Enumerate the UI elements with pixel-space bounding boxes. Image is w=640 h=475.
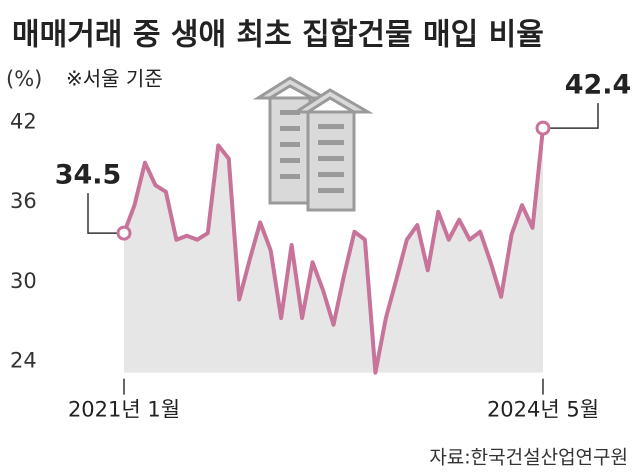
y-tick-label: 42: [10, 109, 37, 133]
x-tick-label: 2024년 5월: [487, 398, 599, 422]
leader-line: [543, 103, 599, 129]
y-unit: (%): [6, 67, 42, 91]
y-tick-label: 30: [10, 269, 37, 293]
chart-title: 매매거래 중 생애 최초 집합건물 매입 비율: [12, 18, 544, 53]
value-label: 34.5: [55, 160, 122, 191]
note: ※서울 기준: [66, 67, 163, 91]
leader-line: [87, 193, 124, 234]
y-tick-label: 24: [10, 349, 37, 373]
x-tick-label: 2021년 1월: [68, 398, 180, 422]
area: [124, 128, 543, 373]
line: [122, 127, 545, 375]
windows: [280, 110, 344, 193]
source: 자료:한국건설산업연구원: [429, 447, 628, 469]
building-icon: [252, 76, 374, 212]
value-label: 42.4: [565, 70, 632, 101]
end-marker: [116, 225, 132, 241]
end-marker: [535, 120, 551, 136]
y-tick-label: 36: [10, 189, 37, 213]
